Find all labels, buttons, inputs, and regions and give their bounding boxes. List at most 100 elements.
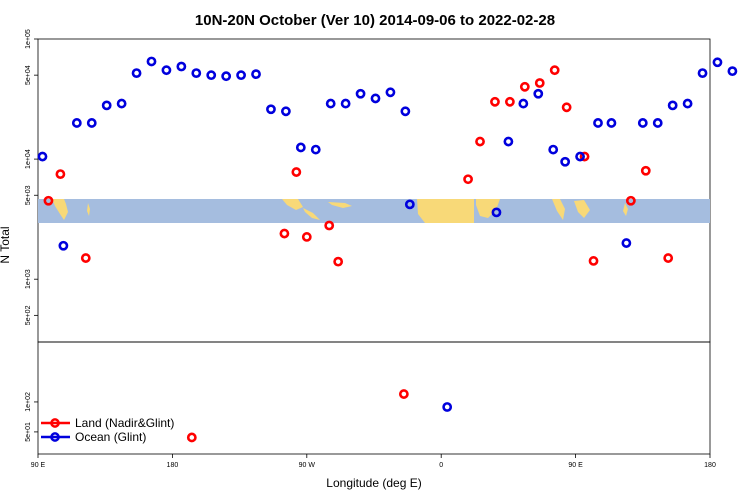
ocean-point [221, 71, 232, 82]
ocean-point [491, 207, 502, 218]
x-tick-label: 90 E [568, 462, 583, 469]
land-india-right [552, 199, 565, 220]
ocean-point [548, 144, 559, 155]
land-point [519, 81, 530, 92]
land-arabia [476, 199, 500, 218]
land-point [80, 253, 91, 263]
y-tick-label: 5e+03 [25, 185, 32, 205]
ocean-point [370, 93, 381, 104]
land-philippines [623, 203, 628, 216]
ocean-point [71, 118, 82, 128]
x-axis: 90 E 180 90 W 0 90 E 180 [31, 454, 716, 469]
ocean-point [404, 199, 415, 210]
upper-points [37, 56, 738, 267]
land-point [561, 102, 572, 113]
ocean-point [385, 87, 396, 98]
land-point-lower [186, 432, 197, 443]
land-point [301, 232, 312, 242]
ocean-point [295, 142, 306, 153]
land-point [279, 228, 290, 239]
ocean-point [621, 238, 632, 248]
ocean-point [355, 88, 366, 99]
legend-label-ocean: Ocean (Glint) [75, 430, 146, 444]
land-point [640, 165, 651, 176]
x-tick-label: 0 [439, 462, 443, 469]
land-point [504, 96, 515, 107]
y-tick-label: 1e+04 [25, 149, 32, 169]
ocean-point [667, 100, 678, 111]
lower-panel-frame [37, 341, 711, 455]
ocean-point [266, 104, 276, 115]
upper-panel: 1e+05 5e+04 1e+04 5e+03 1e+03 5e+02 [25, 29, 738, 343]
y-tick-label: 1e+05 [25, 29, 32, 49]
ocean-point [310, 144, 321, 155]
y-axis-label: N Total [0, 226, 12, 263]
land-indochina-right [574, 200, 590, 218]
legend-marker-land [50, 418, 60, 428]
ocean-point [280, 106, 291, 117]
ocean-point [86, 118, 97, 128]
y-tick-label: 5e+02 [25, 305, 32, 325]
land-point [475, 136, 485, 147]
land-point [291, 167, 302, 177]
ocean-point [176, 61, 187, 72]
land-point-lower [398, 389, 409, 399]
upper-y-axis: 1e+05 5e+04 1e+04 5e+03 1e+03 5e+02 [25, 29, 38, 325]
land-point [463, 174, 473, 185]
y-tick-label: 1e+03 [25, 269, 32, 289]
ocean-point [533, 88, 544, 99]
ocean-point [146, 56, 157, 67]
ocean-point [712, 57, 723, 68]
lower-y-axis: 1e+02 5e+01 [25, 392, 38, 442]
land-point [579, 151, 590, 162]
ocean-point [340, 98, 351, 109]
x-axis-label: Longitude (deg E) [326, 476, 421, 490]
land-point [490, 96, 500, 107]
land-central-america [303, 208, 320, 220]
ocean-point [560, 156, 571, 167]
ocean-point [593, 118, 603, 128]
x-tick-label: 90 W [299, 462, 316, 469]
y-tick-label: 1e+02 [25, 392, 32, 412]
ocean-point [682, 98, 693, 109]
y-tick-label: 5e+04 [25, 65, 32, 85]
upper-panel-frame [37, 38, 711, 343]
land-point [43, 195, 54, 206]
x-tick-label: 90 E [31, 462, 46, 469]
land-point [625, 195, 636, 206]
ocean-point [400, 106, 411, 117]
ocean-point [652, 118, 663, 128]
land-point [549, 65, 560, 76]
ocean-point [37, 151, 48, 162]
legend-marker-ocean [50, 432, 60, 442]
ocean-point-lower [442, 402, 453, 412]
ocean-point [251, 69, 261, 80]
land-point [588, 256, 599, 266]
chart-title: 10N-20N October (Ver 10) 2014-09-06 to 2… [195, 12, 555, 29]
ocean-point [697, 68, 708, 79]
y-tick-label: 5e+01 [25, 422, 32, 442]
legend-label-land: Land (Nadir&Glint) [75, 416, 174, 430]
ocean-point [518, 98, 529, 109]
land-point [534, 78, 545, 88]
ocean-point [236, 70, 246, 81]
ocean-point [325, 98, 336, 109]
ocean-band [38, 199, 710, 223]
ocean-point [131, 68, 142, 79]
ocean-point [101, 100, 112, 111]
ocean-point [206, 70, 217, 81]
ocean-point [116, 98, 127, 109]
ocean-point [727, 66, 738, 77]
land-caribbean [328, 202, 352, 208]
x-tick-label: 180 [167, 462, 179, 469]
ocean-point [606, 118, 617, 128]
land-india-left [46, 199, 68, 220]
lower-points [186, 389, 453, 443]
ocean-point [575, 151, 585, 162]
land-point [333, 256, 344, 267]
land-africa [417, 199, 474, 223]
map-band [38, 199, 710, 223]
land-point [55, 169, 66, 180]
land-indochina-left [87, 203, 90, 216]
